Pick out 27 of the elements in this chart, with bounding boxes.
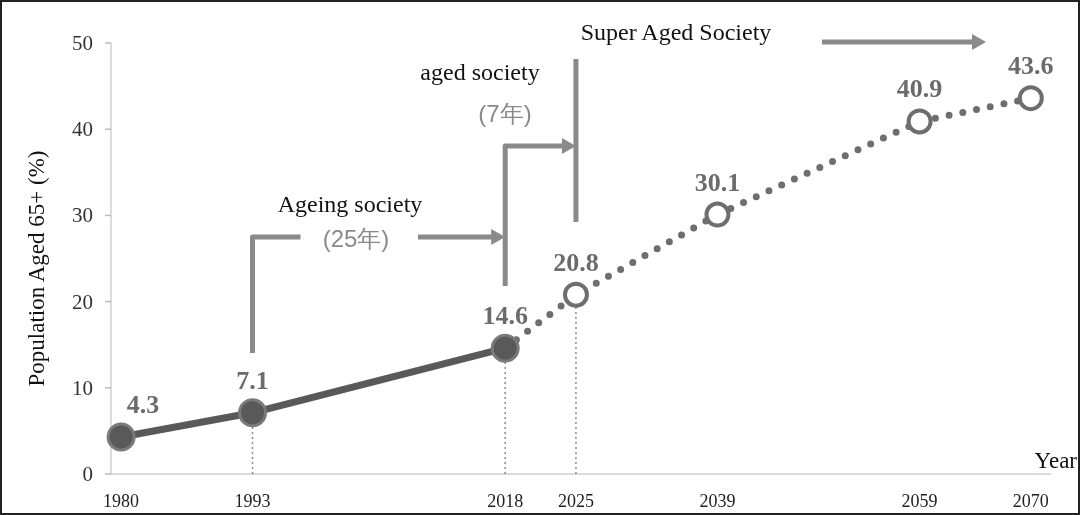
annotation: Ageing society: [277, 191, 423, 217]
x-tick-label: 1993: [234, 491, 271, 511]
x-tick-label: 2039: [699, 491, 736, 511]
x-tick-label: 1980: [103, 491, 140, 511]
x-tick-label: 2018: [487, 491, 524, 511]
x-tick-label: 2025: [557, 491, 594, 511]
data-label: 43.6: [1008, 51, 1054, 81]
x-tick-label: 2059: [901, 491, 938, 511]
y-tick-label: 10: [72, 375, 93, 400]
y-tick-label: 50: [72, 31, 93, 55]
y-tick-label: 30: [72, 203, 93, 228]
data-label: 14.6: [482, 301, 528, 331]
y-tick-label: 0: [82, 462, 93, 486]
data-label: 40.9: [896, 74, 943, 104]
y-tick-label: 20: [72, 289, 93, 314]
x-tick-label: 2070: [1012, 491, 1049, 511]
data-label: 30.1: [694, 167, 741, 197]
x-axis-title: Year: [1034, 448, 1078, 473]
annotation: Super Aged Society: [580, 19, 772, 45]
data-label: 20.8: [553, 247, 599, 277]
annotation: aged society: [420, 59, 540, 85]
annotation: (7年): [478, 100, 532, 127]
annotation: (25年): [322, 225, 390, 252]
y-tick-label: 40: [72, 117, 93, 142]
y-axis-title: Population Aged 65+ (%): [24, 150, 49, 387]
data-label: 7.1: [236, 365, 269, 395]
data-label: 4.3: [126, 389, 160, 419]
